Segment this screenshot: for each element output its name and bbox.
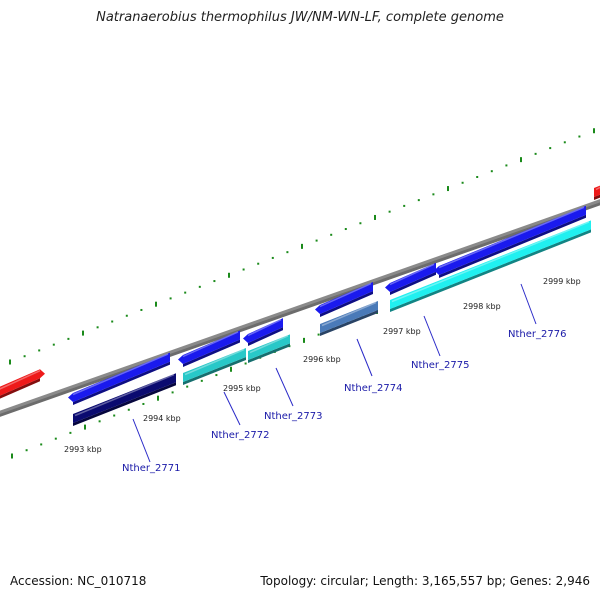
gene-label[interactable]: Nther_2776 <box>508 329 566 340</box>
red-feature-right[interactable] <box>594 182 600 197</box>
kbp-label: 2997 kbp <box>383 327 421 336</box>
gene-label[interactable]: Nther_2772 <box>211 430 269 441</box>
map-title: Natranaerobius thermophilus JW/NM-WN-LF,… <box>96 10 504 25</box>
cds-nther-2774-shadow <box>320 310 378 336</box>
kbp-label: 2995 kbp <box>223 384 261 393</box>
cds-nther-2774-highlight <box>321 301 377 327</box>
gene-nther-2773-arrow[interactable] <box>243 318 283 343</box>
gene-nther-2775-arrow[interactable] <box>385 262 436 292</box>
gene-nther-2772-arrow-highlight <box>182 331 239 358</box>
gene-nther-2773-arrow-shadow <box>248 327 283 346</box>
gene-nther-2771-arrow-shadow <box>73 361 170 405</box>
gene-nther-2776-arrow-shadow <box>439 214 586 278</box>
outer-tick-track <box>9 128 595 365</box>
gene-label[interactable]: Nther_2774 <box>344 383 402 394</box>
gene-label-connector <box>132 418 151 463</box>
gene-nther-2773-arrow-highlight <box>247 318 282 337</box>
cds-nther-2771-shadow <box>73 382 176 426</box>
backbone-line <box>0 199 600 414</box>
gene-label[interactable]: Nther_2775 <box>411 360 469 371</box>
cds-nther-2776[interactable] <box>390 220 591 309</box>
cds-nther-2773[interactable] <box>248 334 290 360</box>
cds-nther-2773-shadow <box>248 343 290 363</box>
cds-nther-2776-shadow <box>390 229 591 312</box>
cds-nther-2771[interactable] <box>73 373 176 423</box>
cds-nther-2772-highlight <box>184 348 245 376</box>
cds-nther-2776-highlight <box>391 221 590 303</box>
gene-nther-2771-arrow[interactable] <box>68 352 170 402</box>
gene-nther-2776-arrow[interactable] <box>434 205 586 275</box>
cds-nther-2771-highlight <box>74 374 175 417</box>
genome-backbone <box>0 199 600 417</box>
gene-nther-2774-arrow-highlight <box>319 282 372 308</box>
red-feature-right-highlight <box>595 186 600 191</box>
kbp-label: 2994 kbp <box>143 414 181 423</box>
gene-nther-2772-arrow[interactable] <box>178 330 240 364</box>
red-feature-left-highlight <box>0 370 41 390</box>
gene-label-connector <box>520 283 537 325</box>
kbp-label: 2993 kbp <box>64 445 102 454</box>
kbp-label: 2998 kbp <box>463 302 501 311</box>
gene-nther-2771-arrow-highlight <box>72 353 169 396</box>
cds-nther-2772[interactable] <box>183 348 246 382</box>
kbp-label: 2996 kbp <box>303 355 341 364</box>
accession-text: Accession: NC_010718 <box>10 574 147 588</box>
topology-stats: Topology: circular; Length: 3,165,557 bp… <box>260 574 590 588</box>
red-feature-left-shadow <box>0 378 40 399</box>
backbone-shadow <box>0 200 600 417</box>
gene-label-connector <box>423 315 441 357</box>
gene-nther-2774-arrow[interactable] <box>315 282 373 314</box>
cds-nther-2773-highlight <box>249 335 289 354</box>
gene-label[interactable]: Nther_2771 <box>122 463 180 474</box>
red-feature-left[interactable] <box>0 369 45 400</box>
gene-nther-2775-arrow-highlight <box>389 263 435 286</box>
gene-nther-2775-arrow-shadow <box>390 271 436 295</box>
gene-nther-2776-arrow-highlight <box>438 206 585 269</box>
kbp-label: 2999 kbp <box>543 277 581 286</box>
gene-label[interactable]: Nther_2773 <box>264 411 322 422</box>
map-labels: 2993 kbp 2994 kbp 2995 kbp 2996 kbp 2997 kbp… <box>64 277 581 474</box>
gene-label-connector <box>356 338 373 377</box>
gene-features <box>0 182 600 426</box>
gene-label-connector <box>223 391 241 426</box>
gene-nther-2774-arrow-shadow <box>320 291 373 317</box>
gene-nther-2772-arrow-shadow <box>183 339 240 367</box>
gene-label-connector <box>275 367 294 407</box>
cds-nther-2772-shadow <box>183 357 246 385</box>
red-feature-right-shadow <box>594 194 600 200</box>
cds-nther-2774[interactable] <box>320 301 378 333</box>
